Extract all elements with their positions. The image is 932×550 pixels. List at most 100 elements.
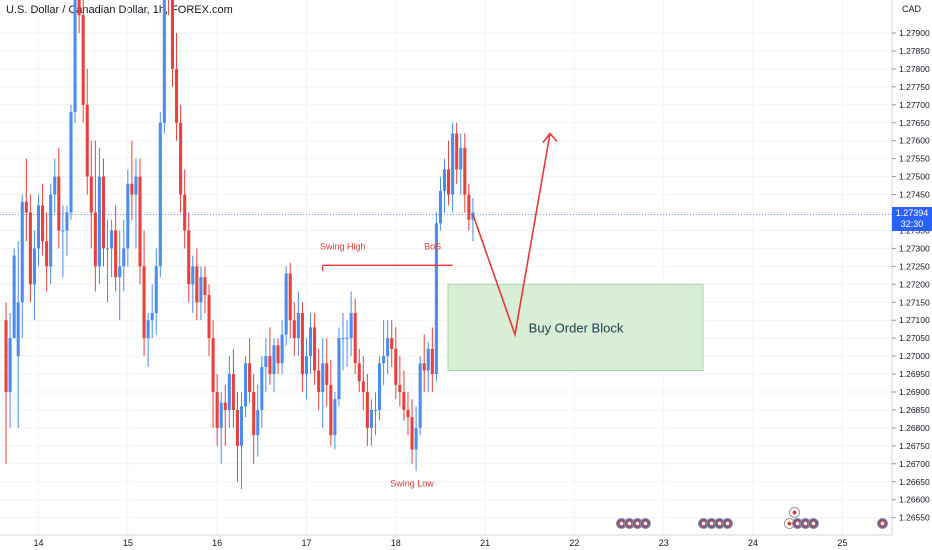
time-tick-label: 16 <box>212 538 222 548</box>
candle-body <box>227 374 231 410</box>
candle-body <box>69 111 73 213</box>
price-tick-label: 1.27150 <box>899 297 930 307</box>
candle-body <box>215 392 219 428</box>
order-block-zone[interactable]: Buy Order Block <box>447 283 704 371</box>
candle-body <box>406 409 410 418</box>
candle-body <box>430 348 434 375</box>
candle-body <box>207 295 211 339</box>
candle-body <box>410 417 414 450</box>
price-tick-label: 1.26600 <box>899 495 930 505</box>
candle-body <box>357 363 361 382</box>
candle-body <box>146 320 150 339</box>
candle-body <box>418 363 422 428</box>
time-axis[interactable]: 14 15 16 17 18 21 22 23 24 25 <box>0 534 892 548</box>
candle-body <box>309 327 313 357</box>
price-tick-label: 1.27000 <box>899 351 930 361</box>
candle-body <box>463 147 467 195</box>
candle-body <box>260 366 264 410</box>
time-tick-label: 17 <box>301 538 311 548</box>
candle-body <box>365 392 369 428</box>
candle-body <box>32 248 36 285</box>
time-tick-label: 18 <box>391 538 401 548</box>
candle-body <box>28 212 32 285</box>
candle-body <box>195 266 199 303</box>
time-tick-label: 21 <box>480 538 490 548</box>
price-tick-label: 1.27450 <box>899 190 930 200</box>
candle-body <box>106 248 110 250</box>
candle-body <box>386 338 390 357</box>
candle-body <box>272 345 276 375</box>
candle-body <box>288 273 292 321</box>
candle-body <box>325 363 329 385</box>
candle-body <box>162 0 166 123</box>
price-tick-label: 1.26850 <box>899 405 930 415</box>
candle-body <box>199 277 203 303</box>
time-tick-label: 25 <box>837 538 847 548</box>
candle-body <box>170 0 175 69</box>
candle-body <box>373 409 378 411</box>
price-tick-label: 1.26650 <box>899 477 930 487</box>
candle-body <box>455 133 459 170</box>
candle-body <box>361 381 365 392</box>
price-tick-label: 1.27200 <box>899 279 930 289</box>
candle-body <box>158 122 162 267</box>
candle-body <box>16 302 20 357</box>
candle-body <box>252 392 256 436</box>
us-flag-icon[interactable] <box>722 518 733 529</box>
candle-body <box>313 327 317 371</box>
candle-body <box>329 384 333 436</box>
canada-flag-icon[interactable] <box>789 507 800 518</box>
candle-body <box>122 248 126 267</box>
candle-body <box>276 345 280 364</box>
projection-path <box>472 133 551 338</box>
candle-body <box>36 205 41 249</box>
us-flag-icon[interactable] <box>640 518 651 529</box>
price-tick-label: 1.26950 <box>899 369 930 379</box>
price-axis[interactable]: 1.27900 1.27850 1.27800 1.27750 1.27700 1.276… <box>891 0 930 535</box>
order-block-label: Buy Order Block <box>529 320 624 335</box>
candle-body <box>300 313 304 375</box>
candle-body <box>268 356 272 375</box>
candlesticks <box>4 0 475 489</box>
candle-body <box>239 406 244 446</box>
candle-body <box>81 15 85 105</box>
candle-body <box>442 169 447 191</box>
us-flag-icon[interactable] <box>877 518 888 529</box>
price-tick-label: 1.27850 <box>899 46 930 56</box>
annotations[interactable]: Swing High BoS Swing Low <box>0 132 892 489</box>
candle-body <box>402 392 406 410</box>
price-tick-label: 1.27250 <box>899 261 930 271</box>
candle-body <box>97 176 101 267</box>
candle-body <box>231 374 235 410</box>
candle-body <box>142 266 146 339</box>
candle-body <box>248 363 252 392</box>
candle-body <box>89 176 93 213</box>
swing-high-label: Swing High <box>320 241 366 251</box>
candle-body <box>426 348 430 371</box>
candle-body <box>349 313 353 339</box>
us-flag-icon[interactable] <box>808 518 819 529</box>
time-tick-label: 24 <box>748 538 758 548</box>
candle-body <box>175 68 179 123</box>
candle-body <box>378 363 382 410</box>
candle-body <box>382 356 386 364</box>
candle-body <box>369 409 373 428</box>
grid-lines <box>0 0 892 535</box>
candle-body <box>345 338 349 340</box>
price-tick-label: 1.27100 <box>899 315 930 325</box>
candle-body <box>101 176 105 249</box>
price-tick-label: 1.27600 <box>899 136 930 146</box>
candle-body <box>65 212 69 231</box>
candle-body <box>223 402 227 410</box>
candle-body <box>130 183 134 195</box>
bos-label: BoS <box>424 241 441 251</box>
price-tick-label: 1.27750 <box>899 82 930 92</box>
candle-body <box>353 313 357 364</box>
swing-low-label: Swing Low <box>390 478 434 488</box>
candle-body <box>12 255 16 339</box>
candle-body <box>333 399 337 436</box>
candle-body <box>280 334 284 364</box>
time-tick-label: 14 <box>34 538 44 548</box>
price-tick-label: 1.27700 <box>899 100 930 110</box>
